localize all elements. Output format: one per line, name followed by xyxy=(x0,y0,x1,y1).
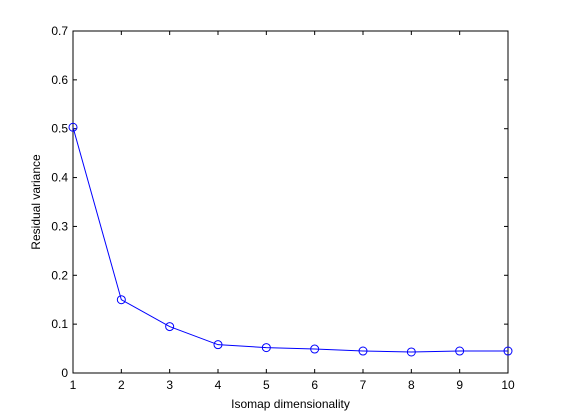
y-tick-label: 0.3 xyxy=(51,219,68,233)
data-point-marker xyxy=(261,343,271,353)
series-line xyxy=(72,127,508,353)
x-tick-label: 10 xyxy=(501,378,515,392)
data-point-marker xyxy=(68,122,78,132)
x-tick-label: 7 xyxy=(360,378,367,392)
x-tick-label: 2 xyxy=(118,378,125,392)
y-axis: 0 0.1 0.2 0.3 0.4 0.5 0.6 0.7 xyxy=(51,24,508,380)
x-tick-label: 6 xyxy=(311,378,318,392)
series-layer xyxy=(68,122,513,357)
data-point-marker xyxy=(358,346,368,356)
y-axis-label: Residual variance xyxy=(29,154,43,250)
x-tick-label: 8 xyxy=(408,378,415,392)
data-point-marker xyxy=(455,346,465,356)
y-tick-label: 0.2 xyxy=(51,268,68,282)
data-point-marker xyxy=(310,344,320,354)
y-tick-label: 0.7 xyxy=(51,24,68,38)
data-point-marker xyxy=(116,295,126,305)
x-tick-label: 5 xyxy=(263,378,270,392)
data-point-marker xyxy=(406,347,416,357)
data-point-marker xyxy=(213,340,223,350)
x-tick-label: 9 xyxy=(456,378,463,392)
x-axis: 1 2 3 4 5 6 7 8 9 10 xyxy=(70,31,515,392)
y-tick-label: 0.4 xyxy=(51,171,68,185)
y-tick-label: 0.5 xyxy=(51,122,68,136)
y-tick-label: 0.1 xyxy=(51,317,68,331)
data-point-marker xyxy=(165,322,175,332)
x-tick-label: 3 xyxy=(166,378,173,392)
x-tick-label: 4 xyxy=(215,378,222,392)
data-point-marker xyxy=(503,346,513,356)
y-tick-label: 0 xyxy=(61,366,68,380)
x-tick-label: 1 xyxy=(70,378,77,392)
x-axis-label: Isomap dimensionality xyxy=(231,397,350,411)
plot-area-frame xyxy=(72,30,509,374)
y-tick-label: 0.6 xyxy=(51,73,68,87)
